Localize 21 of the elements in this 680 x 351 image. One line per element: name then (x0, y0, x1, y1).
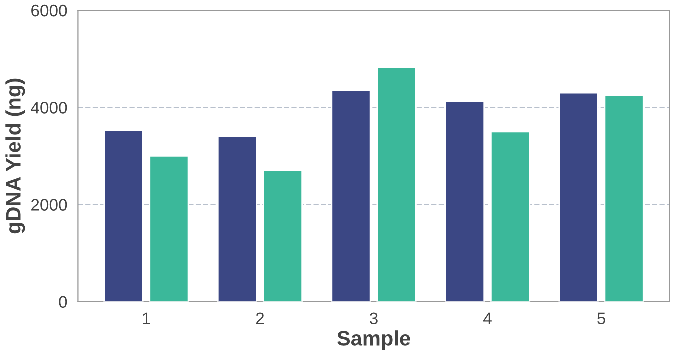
y-axis-title: gDNA Yield (ng) (6, 78, 26, 234)
x-tick-label: 4 (484, 312, 492, 324)
bar (149, 156, 190, 302)
bar (558, 92, 599, 302)
bar (331, 90, 372, 302)
x-tick-label: 5 (598, 312, 606, 325)
bar (217, 136, 258, 302)
x-tick-label: 3 (370, 312, 378, 325)
bar (604, 94, 644, 302)
bar (262, 170, 304, 302)
bar (444, 101, 486, 302)
bar (490, 131, 531, 302)
y-tick-label: 6000 (32, 4, 68, 17)
x-axis-title: Sample (338, 330, 410, 350)
y-tick-label: 0 (59, 296, 68, 308)
y-tick-label: 4000 (31, 102, 68, 114)
x-tick-label: 2 (256, 312, 264, 324)
y-tick-label: 2000 (32, 199, 68, 211)
bar (376, 67, 417, 302)
x-tick-label: 1 (143, 312, 150, 324)
bar (104, 130, 144, 302)
